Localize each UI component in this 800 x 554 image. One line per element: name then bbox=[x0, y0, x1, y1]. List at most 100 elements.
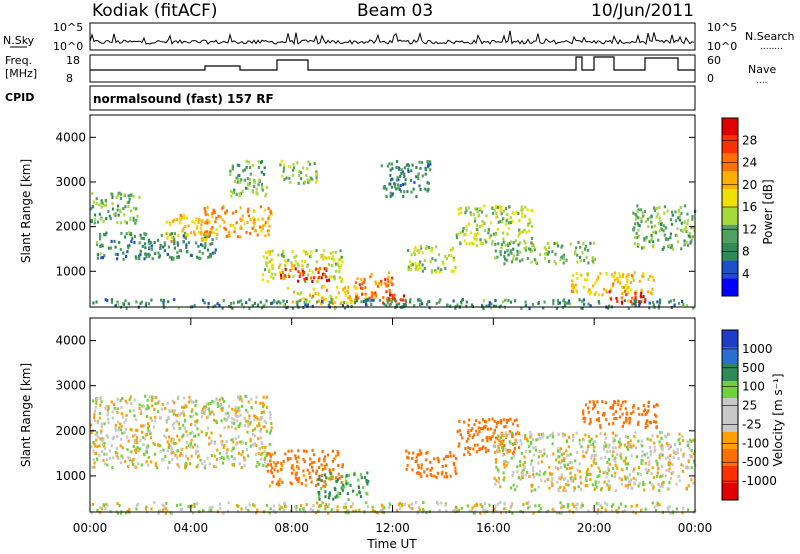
echo-cell bbox=[573, 489, 576, 493]
echo-cell bbox=[634, 431, 637, 435]
echo-cell bbox=[419, 266, 422, 270]
echo-cell bbox=[321, 253, 325, 257]
echo-cell bbox=[260, 457, 263, 461]
echo-cell bbox=[626, 274, 629, 278]
echo-cell bbox=[279, 301, 282, 305]
echo-cell bbox=[111, 410, 114, 414]
echo-cell bbox=[120, 406, 123, 409]
echo-cell bbox=[660, 431, 663, 435]
echo-cell bbox=[90, 511, 93, 515]
echo-cell bbox=[450, 254, 453, 258]
echo-cell bbox=[572, 479, 575, 483]
echo-cell bbox=[136, 429, 139, 433]
echo-cell bbox=[512, 442, 515, 446]
echo-cell bbox=[353, 472, 356, 476]
echo-cell bbox=[178, 216, 181, 220]
echo-cell bbox=[595, 418, 598, 422]
echo-cell bbox=[597, 480, 600, 484]
echo-cell bbox=[503, 476, 506, 480]
echo-cell bbox=[268, 214, 271, 218]
echo-cell bbox=[508, 449, 512, 453]
echo-cell bbox=[579, 475, 582, 479]
echo-cell bbox=[169, 223, 172, 227]
echo-cell bbox=[648, 216, 651, 220]
echo-cell bbox=[261, 278, 264, 282]
echo-cell bbox=[546, 454, 549, 458]
echo-cell bbox=[303, 449, 306, 453]
echo-cell bbox=[609, 289, 612, 293]
echo-cell bbox=[443, 475, 446, 479]
echo-cell bbox=[186, 250, 189, 254]
echo-cell bbox=[157, 410, 160, 414]
echo-cell bbox=[607, 422, 611, 426]
echo-cell bbox=[692, 226, 695, 230]
echo-cell bbox=[521, 215, 524, 219]
echo-cell bbox=[562, 504, 565, 508]
echo-cell bbox=[636, 204, 639, 208]
echo-cell bbox=[455, 236, 459, 240]
echo-cell bbox=[566, 463, 569, 467]
echo-cell bbox=[514, 438, 517, 442]
echo-cell bbox=[405, 467, 408, 471]
echo-cell bbox=[227, 501, 230, 505]
echo-cell bbox=[375, 282, 378, 286]
echo-cell bbox=[104, 298, 107, 302]
echo-cell bbox=[179, 503, 182, 507]
echo-cell bbox=[302, 457, 305, 461]
echo-cell bbox=[458, 429, 461, 433]
echo-cell bbox=[206, 426, 210, 430]
echo-cell bbox=[502, 459, 506, 463]
echo-cell bbox=[265, 464, 268, 468]
echo-cell bbox=[495, 212, 498, 215]
echo-cell bbox=[661, 448, 664, 452]
echo-cell bbox=[197, 454, 200, 458]
echo-cell bbox=[463, 420, 466, 424]
echo-cell bbox=[294, 456, 297, 460]
echo-cell bbox=[334, 454, 338, 458]
echo-cell bbox=[151, 257, 154, 261]
echo-cell bbox=[388, 162, 391, 166]
echo-cell bbox=[278, 265, 281, 269]
echo-cell bbox=[504, 257, 507, 261]
echo-cell bbox=[557, 467, 560, 471]
echo-cell bbox=[310, 250, 313, 254]
echo-cell bbox=[575, 502, 578, 506]
echo-cell bbox=[692, 459, 696, 463]
echo-cell bbox=[91, 465, 94, 469]
echo-cell bbox=[505, 433, 508, 437]
echo-cell bbox=[268, 268, 271, 272]
echo-cell bbox=[656, 504, 659, 507]
echo-cell bbox=[500, 441, 504, 445]
echo-cell bbox=[632, 279, 635, 282]
echo-cell bbox=[587, 261, 590, 265]
echo-cell bbox=[652, 404, 656, 408]
echo-cell bbox=[292, 275, 295, 278]
echo-cell bbox=[425, 451, 428, 455]
echo-cell bbox=[253, 443, 256, 447]
echo-cell bbox=[587, 406, 590, 410]
echo-cell bbox=[459, 206, 462, 210]
echo-cell bbox=[363, 476, 366, 480]
echo-cell bbox=[588, 400, 591, 404]
echo-cell bbox=[608, 484, 612, 488]
echo-cell bbox=[447, 253, 451, 257]
echo-cell bbox=[226, 509, 229, 513]
echo-cell bbox=[142, 237, 145, 240]
echo-cell bbox=[526, 439, 529, 443]
echo-cell bbox=[261, 273, 264, 277]
echo-cell bbox=[578, 255, 582, 259]
echo-cell bbox=[509, 417, 512, 421]
echo-cell bbox=[497, 480, 501, 484]
echo-cell bbox=[635, 503, 639, 507]
echo-cell bbox=[504, 511, 508, 515]
echo-cell bbox=[561, 244, 564, 248]
echo-cell bbox=[666, 487, 669, 491]
cpid-frame bbox=[89, 85, 696, 111]
echo-cell bbox=[482, 299, 485, 303]
echo-cell bbox=[311, 304, 314, 308]
echo-cell bbox=[399, 501, 402, 505]
echo-cell bbox=[177, 395, 180, 399]
echo-cell bbox=[225, 209, 228, 213]
echo-cell bbox=[528, 505, 531, 509]
